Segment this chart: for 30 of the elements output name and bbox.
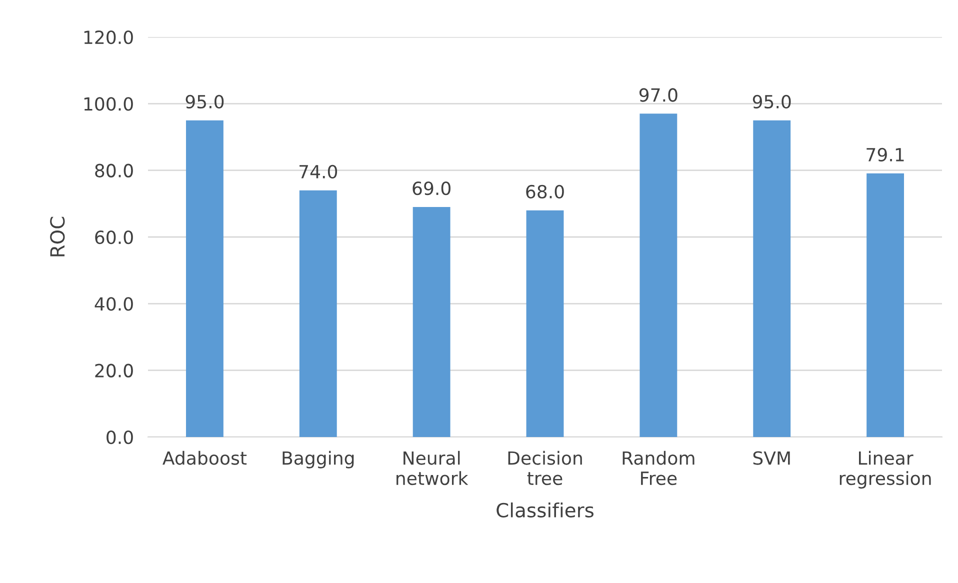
y-tick-label: 100.0 bbox=[84, 97, 133, 111]
bar bbox=[866, 173, 904, 437]
x-tick-label: Random Free bbox=[622, 450, 694, 486]
data-label: 79.1 bbox=[866, 148, 904, 162]
bar bbox=[526, 210, 564, 437]
bar bbox=[299, 190, 337, 437]
x-tick-label: Bagging bbox=[282, 450, 354, 468]
x-tick-label: Neural network bbox=[396, 450, 468, 486]
y-tick-label: 80.0 bbox=[95, 164, 133, 178]
data-label: 97.0 bbox=[639, 88, 678, 102]
x-tick-label: Linear regression bbox=[840, 450, 931, 489]
x-axis-title: Classifiers bbox=[496, 502, 594, 518]
y-tick-label: 120.0 bbox=[84, 30, 133, 44]
data-label: 68.0 bbox=[526, 184, 564, 198]
data-label: 95.0 bbox=[186, 94, 224, 108]
bar bbox=[753, 120, 791, 437]
x-tick-label: SVM bbox=[753, 451, 790, 465]
y-tick-label: 20.0 bbox=[95, 364, 133, 378]
data-label: 69.0 bbox=[412, 182, 450, 196]
y-tick-label: 40.0 bbox=[94, 297, 133, 311]
y-tick-label: 0.0 bbox=[106, 430, 133, 444]
x-tick-label: Decision tree bbox=[508, 450, 582, 486]
bar bbox=[412, 207, 450, 437]
bar bbox=[640, 114, 678, 437]
data-label: 95.0 bbox=[752, 94, 791, 108]
data-label: 74.0 bbox=[300, 164, 338, 178]
x-tick-label: Adaboost bbox=[162, 450, 247, 465]
y-axis-title: ROC bbox=[50, 216, 65, 256]
bar bbox=[186, 120, 224, 437]
y-tick-label: 60.0 bbox=[95, 230, 133, 244]
